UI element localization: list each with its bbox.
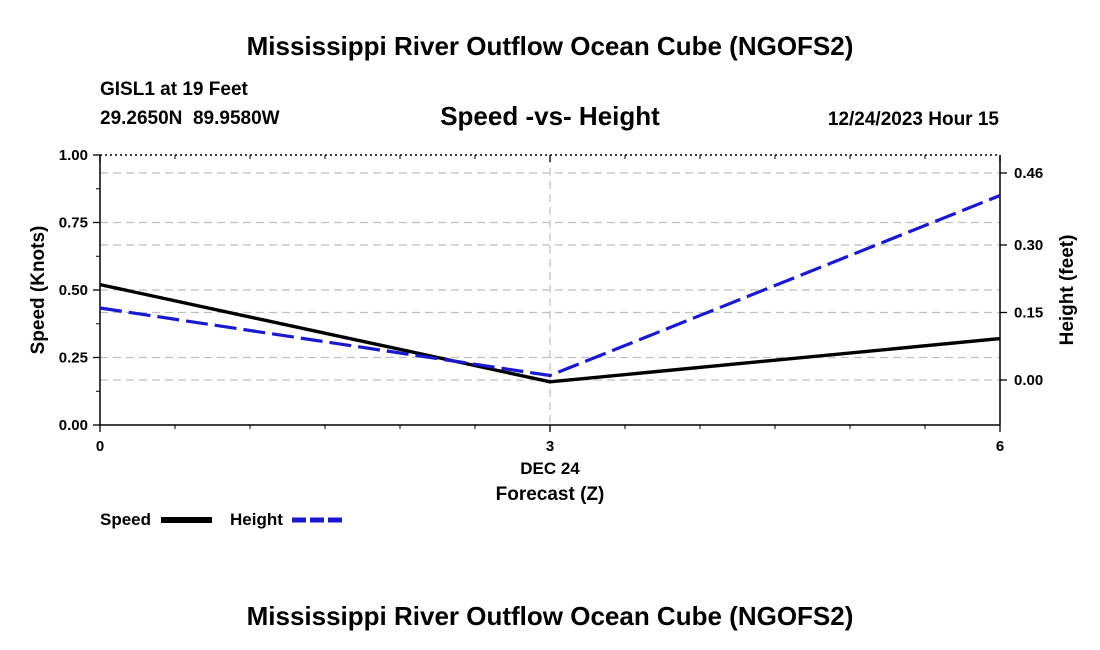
tick-label-right: 0.30: [1014, 237, 1043, 254]
tick-label-right: 0.46: [1014, 165, 1043, 182]
tick-label-right: 0.00: [1014, 372, 1043, 389]
station-datetime: 12/24/2023 Hour 15: [828, 109, 1000, 130]
tick-label-x: 6: [996, 438, 1004, 455]
tick-label-x: 3: [546, 438, 554, 455]
station-coords: 29.2650N 89.9580W: [100, 108, 280, 129]
legend-label-height: Height: [230, 510, 283, 529]
tick-label-x: 0: [96, 438, 104, 455]
tick-label-right: 0.15: [1014, 305, 1043, 322]
y-axis-label-left: Speed (Knots): [28, 226, 49, 355]
tick-label-left: 0.00: [59, 417, 88, 434]
tick-label-left: 0.25: [59, 350, 88, 367]
y-axis-label-right: Height (feet): [1057, 235, 1078, 346]
grid-lines: [100, 155, 1000, 425]
x-axis-label: Forecast (Z): [496, 484, 605, 505]
chart-title: Speed -vs- Height: [440, 101, 660, 131]
series-line-speed: [99, 282, 1001, 384]
series-lines: [99, 194, 1001, 384]
page-title: Mississippi River Outflow Ocean Cube (NG…: [247, 31, 854, 61]
axis-ticks: 0.00 0.25 0.50 0.75 1.00 0.00 0.15 0.30 0.46 0 3 6: [59, 147, 1043, 455]
legend-label-speed: Speed: [100, 510, 151, 529]
x-date-label: DEC 24: [520, 459, 580, 478]
station-name: GISL1 at 19 Feet: [100, 79, 249, 100]
legend: Speed Height: [100, 510, 342, 529]
tick-label-left: 0.75: [59, 215, 88, 232]
tick-label-left: 1.00: [59, 147, 88, 164]
tick-label-left: 0.50: [59, 282, 88, 299]
footer-title: Mississippi River Outflow Ocean Cube (NG…: [247, 601, 854, 631]
series-line-height: [99, 194, 1001, 378]
